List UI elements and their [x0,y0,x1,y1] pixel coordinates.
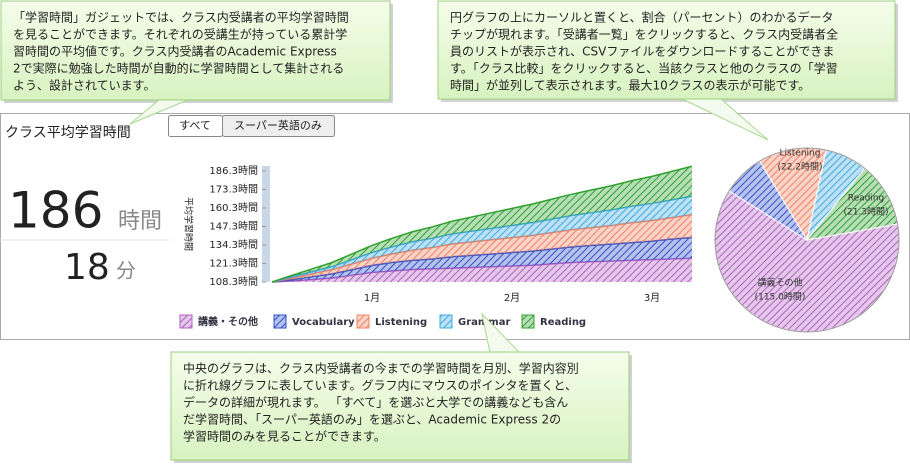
callout-text: 学習時間のみを見ることができます。 [183,429,386,444]
callout-text: 中央のグラフは、クラス内受講者の今までの学習時間を月別、学習内容別 [183,361,579,376]
area [272,166,692,282]
callout-text: 円グラフの上にカーソルと置くと、割合（パーセント）のわかるデータ [450,10,834,25]
legend-swatch [521,314,535,329]
legend-swatch [439,314,453,329]
slice-value-label: (22.2時間) [777,162,822,173]
y-tick-label: 121.3時間 [209,257,258,269]
legend-swatch [273,314,287,329]
y-tick-label: 173.3時間 [209,183,258,195]
callout-text: 「学習時間」ガジェットでは、クラス内受講者の平均学習時間 [13,10,349,25]
callout-text: よう、設計されています。 [13,78,155,93]
slice-label: Reading [848,194,885,204]
legend-label: Vocabulary [292,317,355,328]
callout-text: 習時間の平均値です。クラス内受講者のAcademic Express [13,44,337,59]
callout-text: を見ることができます。それぞれの受講生が持っている累計学 [13,27,347,42]
y-tick-label: 108.3時間 [209,276,258,288]
area [272,258,692,282]
callout-text: データの詳細が現れます。 「すべて」を選ぶと大学での講義なども含ん [183,395,568,410]
callout-text: す。「クラス比較」をクリックすると、当該クラスと他のクラスの「学習 [450,61,838,76]
minutes-value: 18 [64,247,110,288]
callout-text: だ学習時間、「スーパー英語のみ」を選ぶと、Academic Express 2の [183,412,561,427]
scroll-strip [262,166,270,282]
button-label[interactable]: すべて [179,119,211,132]
legend-label: 講義・その他 [198,315,258,328]
pie-outline [714,147,900,333]
area [272,196,692,282]
button-english[interactable] [222,115,335,137]
callout-box [437,0,896,100]
area [272,214,692,282]
callout-box [170,351,630,461]
area [272,237,692,282]
hours-value: 186 [8,182,103,240]
y-tick-label: 186.3時間 [209,165,258,177]
slice-label: Listening [780,149,821,159]
x-tick-label: 3月 [644,292,660,304]
y-tick-label: 147.3時間 [209,220,258,232]
slice-label: 講義その他 [757,277,802,289]
slice-value-label: (21.3時間) [843,207,888,218]
y-tick-label: 134.3時間 [209,239,258,251]
slice-value-label: (115.0時間) [755,292,806,303]
callout-text: 時間」が並列して表示されます。最大10クラスの表示が可能です。 [450,78,810,93]
legend-label: Reading [540,317,586,328]
hours-unit: 時間 [118,209,162,234]
legend-swatch [179,314,193,329]
callout-box [0,0,391,101]
callout-text: チップが現れます。「受講者一覧」をクリックすると、クラス内受講者全 [450,27,838,42]
area-chart: 平均学習時間 108.3時間 121.3時間 134.3時間 147.3時間 160.3時… [179,165,693,329]
x-tick-label: 2月 [504,292,520,304]
legend-label: Listening [375,317,427,328]
y-axis-label: 平均学習時間 [183,197,195,251]
pie-chart: 講義その他 (115.0時間) Listening (22.2時間) Reading (2… [714,147,900,333]
widget-title: クラス平均学習時間 [5,125,131,141]
callout-text: 員のリストが表示され、CSVファイルをダウンロードすることができま [450,44,834,59]
button-label[interactable]: スーパー英語のみ [234,118,322,132]
legend-swatch [356,314,370,329]
callout-text: 2で実際に勉強した時間が自動的に学習時間として集計される [13,61,344,76]
area-line [271,165,693,283]
callout-text: に折れ線グラフに表しています。グラフ内にマウスのポインタを置くと、 [183,378,577,393]
minutes-unit: 分 [116,259,136,283]
y-tick-label: 160.3時間 [209,202,258,214]
x-tick-label: 1月 [364,292,380,304]
